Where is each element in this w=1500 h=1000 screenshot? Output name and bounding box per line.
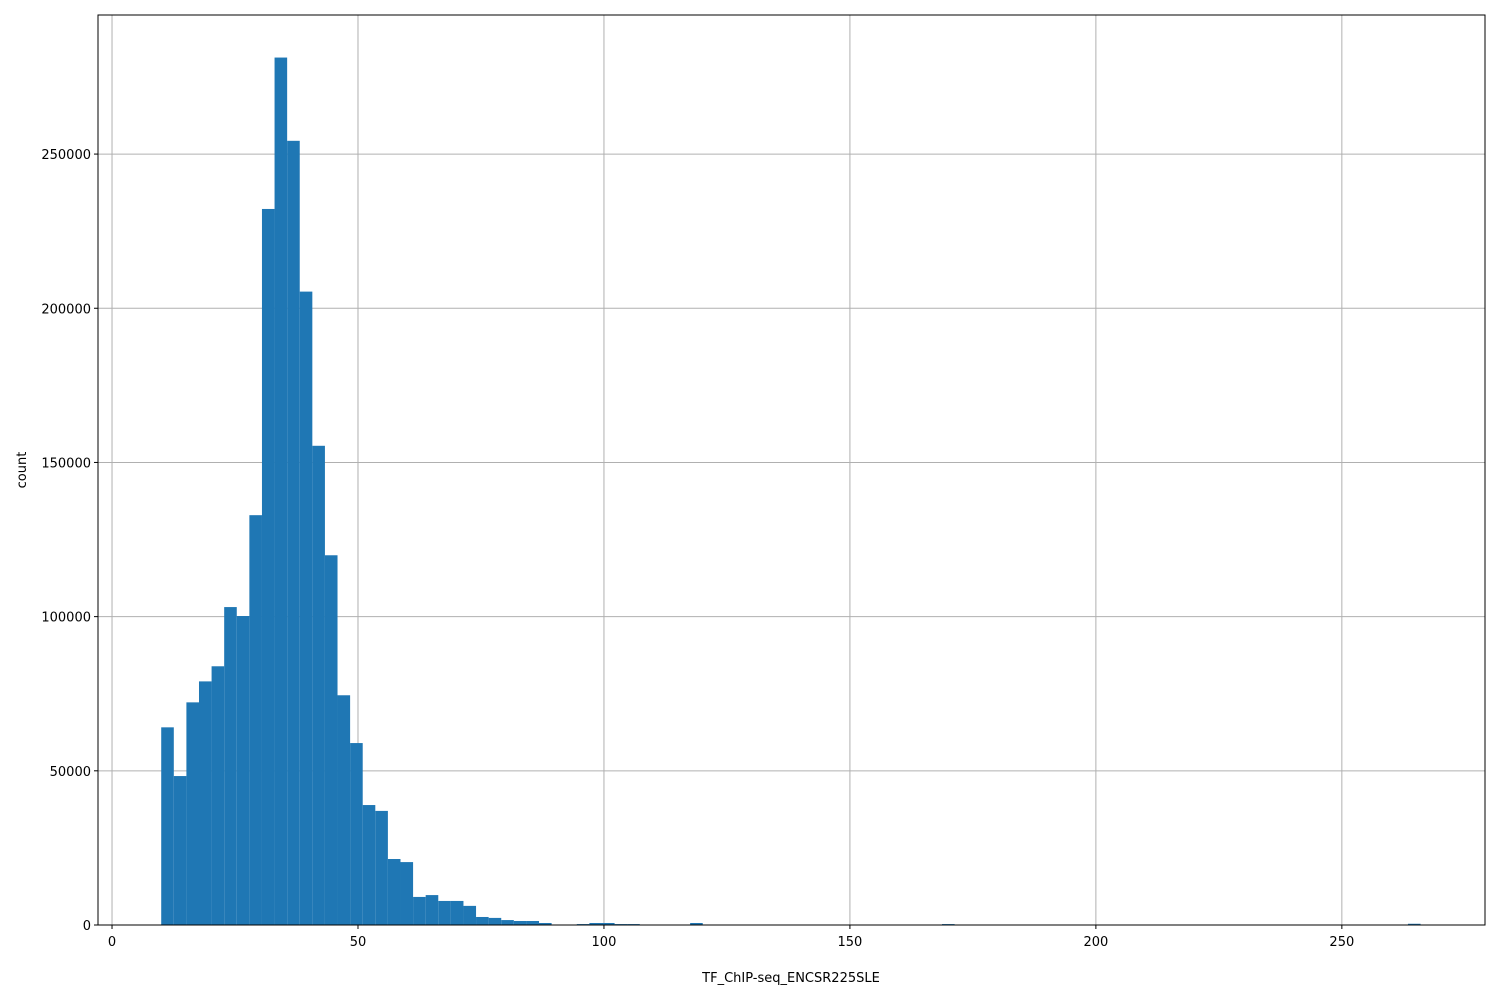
- histogram-bar: [589, 922, 602, 925]
- histogram-bar: [299, 291, 313, 926]
- histogram-bar: [312, 445, 325, 925]
- histogram-bar: [425, 895, 439, 925]
- y-tick-label: 100000: [41, 611, 91, 626]
- histogram-bar: [224, 607, 237, 925]
- histogram-bar: [413, 896, 426, 925]
- histogram-bar: [1407, 923, 1421, 925]
- y-tick-label: 0: [83, 919, 91, 934]
- y-tick-label: 50000: [50, 765, 91, 780]
- histogram-bar: [488, 917, 502, 925]
- x-axis-label: TF_ChIP-seq_ENCSR225SLE: [701, 971, 880, 986]
- y-axis: 0 50000 100000 150000 200000 250000: [41, 148, 98, 934]
- x-axis: 0 50 100 150 200 250: [108, 925, 1354, 950]
- histogram-bar: [324, 555, 338, 925]
- histogram-bar: [387, 859, 401, 925]
- histogram-bar: [690, 922, 703, 925]
- histogram-bar: [526, 920, 540, 925]
- histogram-bar: [261, 208, 275, 926]
- histogram-bar: [186, 702, 199, 925]
- histogram-bar: [211, 666, 225, 925]
- histogram-bar: [513, 920, 527, 925]
- y-tick-label: 200000: [41, 302, 91, 317]
- histogram-bar: [501, 920, 514, 925]
- histogram-bar: [450, 900, 464, 925]
- histogram-bar: [287, 140, 300, 926]
- histogram-bar: [249, 515, 262, 925]
- histogram-bar: [362, 805, 376, 925]
- y-tick-label: 250000: [41, 148, 91, 163]
- histogram-bar: [274, 57, 288, 926]
- histogram-bar: [400, 862, 414, 925]
- histogram-bar: [375, 810, 388, 925]
- y-axis-label: count: [15, 452, 30, 489]
- histogram-bar: [476, 916, 489, 925]
- histogram-bar: [236, 616, 250, 925]
- histogram-bar: [161, 727, 174, 925]
- x-tick-label: 50: [350, 935, 367, 950]
- plot-frame: [97, 14, 1486, 926]
- histogram-bar: [198, 681, 212, 925]
- x-tick-label: 150: [838, 935, 863, 950]
- histogram-bar: [463, 905, 477, 925]
- histogram-bar: [438, 900, 451, 925]
- x-tick-label: 200: [1083, 935, 1108, 950]
- histogram-bar: [337, 695, 351, 925]
- x-tick-label: 0: [108, 935, 116, 950]
- histogram-bar: [173, 776, 187, 925]
- histogram-bar: [601, 922, 615, 925]
- x-tick-label: 100: [592, 935, 617, 950]
- x-tick-label: 250: [1329, 935, 1354, 950]
- histogram-bar: [539, 922, 552, 925]
- histogram-bar: [350, 743, 363, 925]
- bars: [161, 57, 1421, 926]
- y-tick-label: 150000: [41, 456, 91, 471]
